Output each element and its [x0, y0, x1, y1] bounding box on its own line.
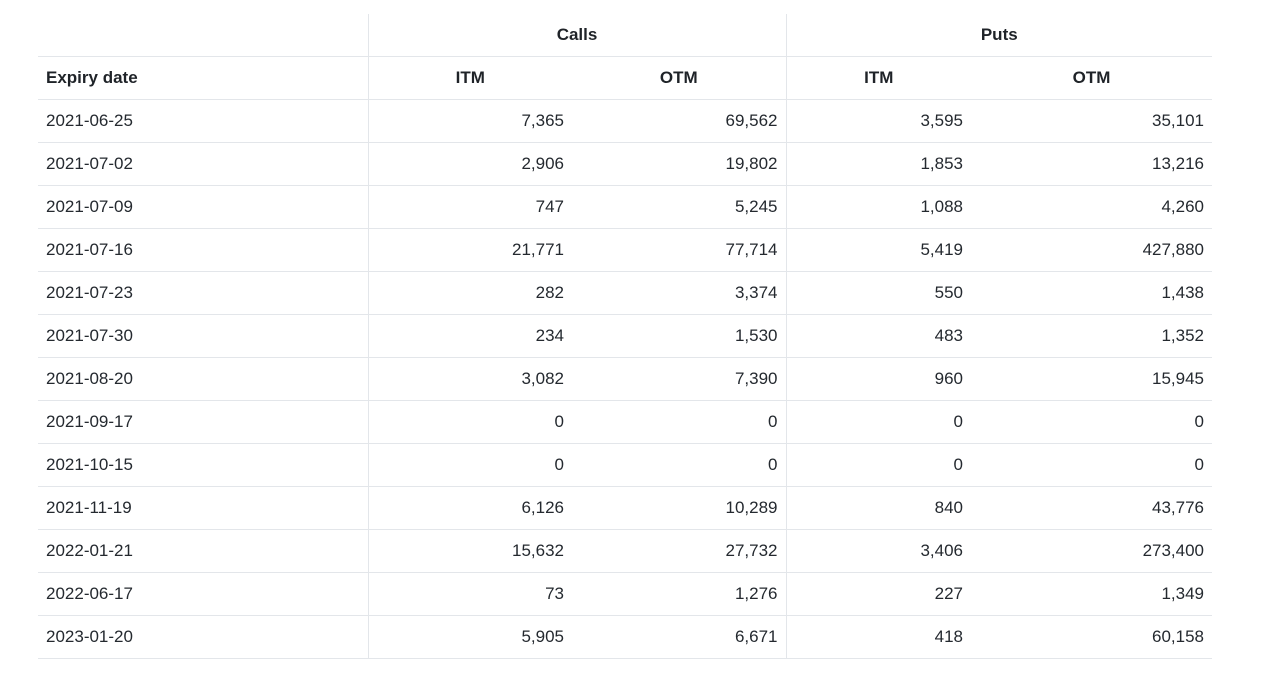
puts-otm-cell: 0: [971, 443, 1213, 487]
table-row: 2021-10-15 0 0 0 0: [38, 443, 1213, 487]
calls-itm-cell: 5,905: [367, 615, 572, 659]
puts-itm-cell: 960: [785, 357, 972, 401]
puts-itm-cell: 418: [785, 615, 972, 659]
puts-otm-cell: 1,352: [971, 314, 1213, 358]
puts-otm-cell: 273,400: [971, 529, 1213, 573]
puts-otm-cell: 35,101: [971, 99, 1213, 143]
table-row: 2021-08-20 3,082 7,390 960 15,945: [38, 357, 1213, 401]
calls-itm-cell: 15,632: [367, 529, 572, 573]
expiry-date-cell: 2021-08-20: [38, 357, 368, 401]
table-row: 2021-11-19 6,126 10,289 840 43,776: [38, 486, 1213, 530]
calls-otm-cell: 69,562: [572, 99, 787, 143]
calls-itm-cell: 0: [367, 400, 572, 444]
table-row: 2021-07-02 2,906 19,802 1,853 13,216: [38, 142, 1213, 186]
calls-otm-cell: 7,390: [572, 357, 787, 401]
calls-itm-cell: 747: [367, 185, 572, 229]
group-header-row: Calls Puts: [38, 14, 1213, 57]
calls-otm-cell: 6,671: [572, 615, 787, 659]
calls-itm-cell: 234: [367, 314, 572, 358]
expiry-date-cell: 2021-06-25: [38, 99, 368, 143]
table-row: 2023-01-20 5,905 6,671 418 60,158: [38, 615, 1213, 659]
calls-otm-cell: 5,245: [572, 185, 787, 229]
puts-itm-cell: 483: [785, 314, 972, 358]
puts-otm-cell: 60,158: [971, 615, 1213, 659]
expiry-date-cell: 2023-01-20: [38, 615, 368, 659]
puts-itm-cell: 840: [785, 486, 972, 530]
puts-itm-cell: 1,088: [785, 185, 972, 229]
expiry-date-cell: 2021-07-09: [38, 185, 368, 229]
puts-itm-cell: 227: [785, 572, 972, 616]
puts-otm-cell: 4,260: [971, 185, 1213, 229]
calls-group-header: Calls: [367, 14, 787, 57]
calls-itm-cell: 6,126: [367, 486, 572, 530]
calls-itm-cell: 73: [367, 572, 572, 616]
puts-otm-header: OTM: [971, 56, 1213, 100]
calls-itm-cell: 0: [367, 443, 572, 487]
table-header: Calls Puts Expiry date ITM OTM ITM OTM: [38, 14, 1213, 100]
expiry-date-cell: 2021-09-17: [38, 400, 368, 444]
calls-otm-cell: 3,374: [572, 271, 787, 315]
calls-otm-cell: 1,276: [572, 572, 787, 616]
calls-itm-cell: 21,771: [367, 228, 572, 272]
calls-otm-cell: 0: [572, 400, 787, 444]
calls-otm-cell: 1,530: [572, 314, 787, 358]
options-expiry-table: Calls Puts Expiry date ITM OTM ITM OTM 2…: [38, 14, 1213, 659]
table-row: 2021-06-25 7,365 69,562 3,595 35,101: [38, 99, 1213, 143]
group-header-empty: [38, 14, 368, 57]
puts-otm-cell: 13,216: [971, 142, 1213, 186]
puts-otm-cell: 1,349: [971, 572, 1213, 616]
puts-otm-cell: 1,438: [971, 271, 1213, 315]
puts-otm-cell: 427,880: [971, 228, 1213, 272]
puts-group-header: Puts: [785, 14, 1213, 57]
calls-otm-cell: 0: [572, 443, 787, 487]
calls-itm-cell: 7,365: [367, 99, 572, 143]
column-header-row: Expiry date ITM OTM ITM OTM: [38, 56, 1213, 100]
puts-itm-cell: 0: [785, 400, 972, 444]
calls-otm-header: OTM: [572, 56, 787, 100]
puts-itm-cell: 3,406: [785, 529, 972, 573]
calls-otm-cell: 10,289: [572, 486, 787, 530]
expiry-date-cell: 2021-07-23: [38, 271, 368, 315]
expiry-date-cell: 2022-06-17: [38, 572, 368, 616]
puts-itm-cell: 0: [785, 443, 972, 487]
table-row: 2021-09-17 0 0 0 0: [38, 400, 1213, 444]
table-row: 2021-07-16 21,771 77,714 5,419 427,880: [38, 228, 1213, 272]
calls-itm-header: ITM: [367, 56, 572, 100]
expiry-date-cell: 2021-11-19: [38, 486, 368, 530]
table-row: 2022-01-21 15,632 27,732 3,406 273,400: [38, 529, 1213, 573]
puts-otm-cell: 43,776: [971, 486, 1213, 530]
calls-itm-cell: 2,906: [367, 142, 572, 186]
calls-itm-cell: 282: [367, 271, 572, 315]
calls-otm-cell: 77,714: [572, 228, 787, 272]
expiry-date-cell: 2022-01-21: [38, 529, 368, 573]
puts-itm-header: ITM: [785, 56, 972, 100]
table-row: 2022-06-17 73 1,276 227 1,349: [38, 572, 1213, 616]
expiry-date-cell: 2021-07-30: [38, 314, 368, 358]
calls-itm-cell: 3,082: [367, 357, 572, 401]
expiry-date-cell: 2021-10-15: [38, 443, 368, 487]
table-row: 2021-07-09 747 5,245 1,088 4,260: [38, 185, 1213, 229]
puts-otm-cell: 0: [971, 400, 1213, 444]
expiry-date-cell: 2021-07-02: [38, 142, 368, 186]
puts-itm-cell: 3,595: [785, 99, 972, 143]
puts-itm-cell: 550: [785, 271, 972, 315]
puts-itm-cell: 5,419: [785, 228, 972, 272]
expiry-date-cell: 2021-07-16: [38, 228, 368, 272]
puts-itm-cell: 1,853: [785, 142, 972, 186]
table-row: 2021-07-30 234 1,530 483 1,352: [38, 314, 1213, 358]
table-body: 2021-06-25 7,365 69,562 3,595 35,101 202…: [38, 99, 1213, 659]
expiry-date-header: Expiry date: [38, 56, 368, 100]
puts-otm-cell: 15,945: [971, 357, 1213, 401]
options-table-container: Calls Puts Expiry date ITM OTM ITM OTM 2…: [38, 14, 1213, 659]
calls-otm-cell: 19,802: [572, 142, 787, 186]
table-row: 2021-07-23 282 3,374 550 1,438: [38, 271, 1213, 315]
calls-otm-cell: 27,732: [572, 529, 787, 573]
